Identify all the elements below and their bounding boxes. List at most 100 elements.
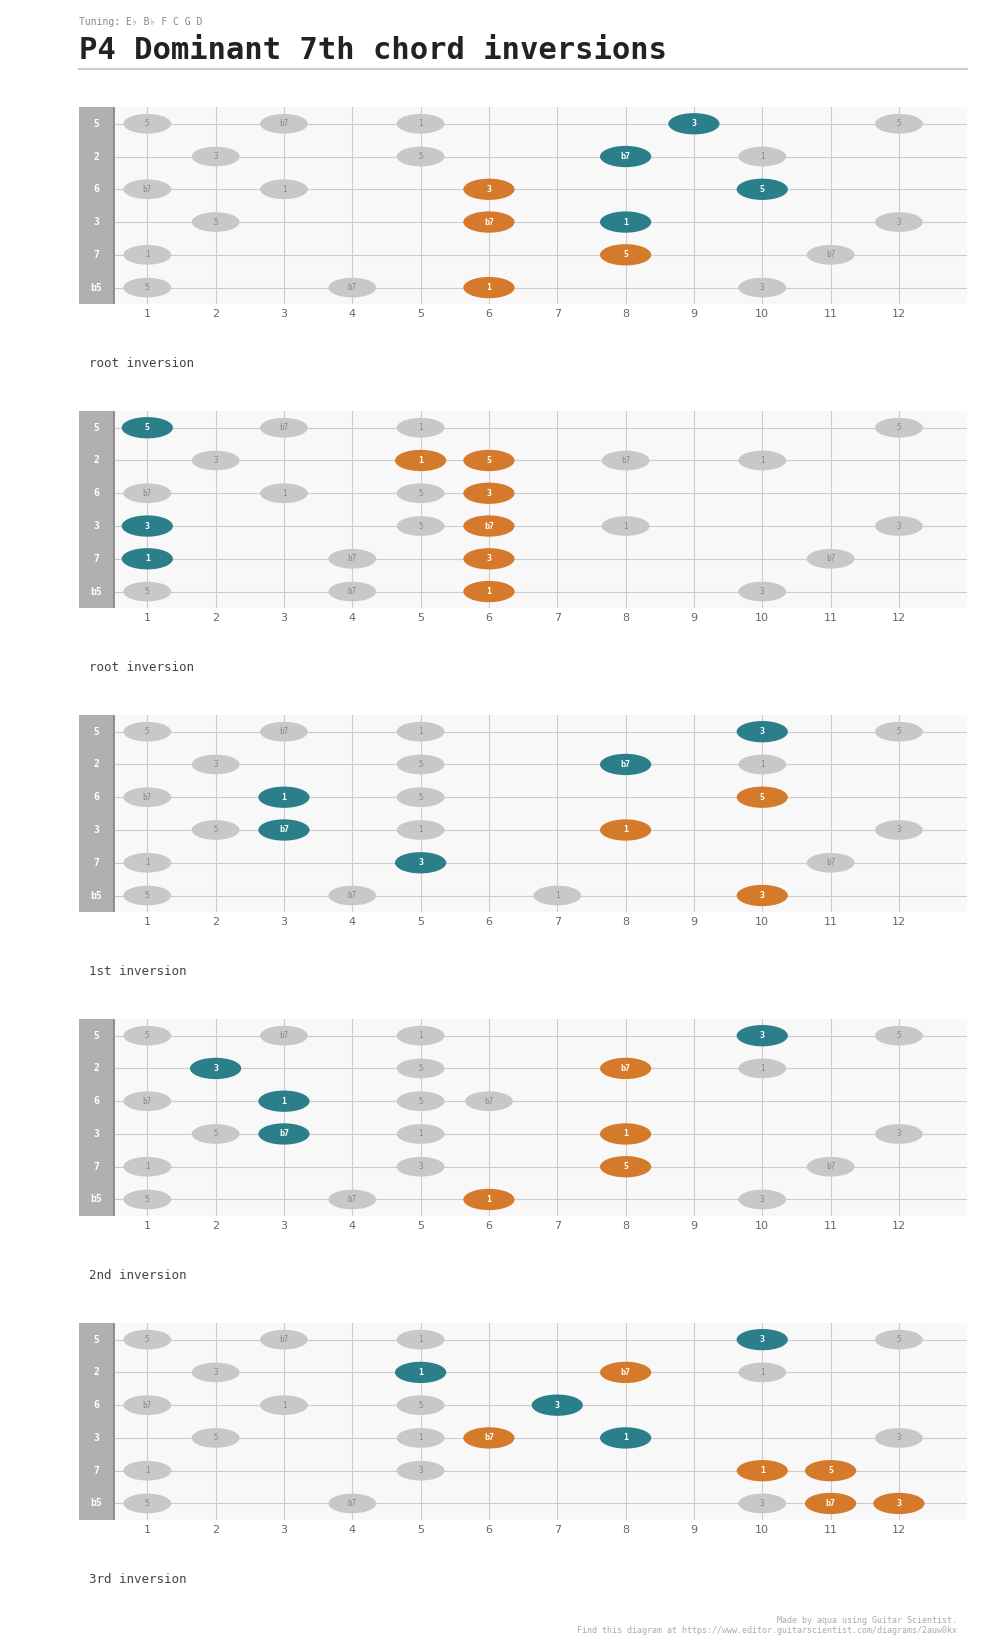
- Text: 1: 1: [281, 489, 286, 497]
- Text: 5: 5: [93, 727, 99, 737]
- Ellipse shape: [601, 515, 649, 535]
- Text: 3: 3: [895, 1498, 900, 1508]
- Ellipse shape: [258, 819, 310, 841]
- Text: b7: b7: [825, 1163, 834, 1171]
- Text: b7: b7: [347, 890, 357, 900]
- Text: b7: b7: [620, 456, 630, 464]
- Ellipse shape: [191, 819, 240, 839]
- Ellipse shape: [258, 786, 310, 808]
- Ellipse shape: [259, 1026, 308, 1046]
- Text: 3: 3: [895, 218, 900, 226]
- Text: 5: 5: [145, 1194, 150, 1204]
- Text: 5: 5: [759, 793, 764, 801]
- Text: 1: 1: [418, 1434, 422, 1442]
- Ellipse shape: [875, 515, 922, 535]
- Text: 3: 3: [93, 1432, 99, 1442]
- Ellipse shape: [396, 484, 444, 504]
- Ellipse shape: [736, 1024, 787, 1046]
- Ellipse shape: [806, 852, 854, 872]
- Text: 2nd inversion: 2nd inversion: [89, 1269, 186, 1282]
- Text: 3: 3: [895, 1130, 900, 1138]
- Ellipse shape: [123, 114, 171, 134]
- Ellipse shape: [396, 1156, 444, 1176]
- Ellipse shape: [599, 145, 651, 167]
- Text: b7: b7: [825, 251, 834, 259]
- Text: b7: b7: [279, 1335, 288, 1345]
- Ellipse shape: [328, 278, 376, 297]
- Text: 3: 3: [93, 1128, 99, 1138]
- Text: 5: 5: [895, 119, 900, 129]
- Ellipse shape: [191, 1123, 240, 1143]
- Ellipse shape: [191, 147, 240, 167]
- Ellipse shape: [599, 244, 651, 266]
- Ellipse shape: [394, 1361, 446, 1383]
- Text: 3: 3: [418, 1163, 422, 1171]
- Text: b7: b7: [143, 185, 152, 193]
- Text: 5: 5: [145, 1335, 150, 1345]
- Ellipse shape: [599, 1156, 651, 1178]
- Text: b7: b7: [143, 489, 152, 497]
- Text: b7: b7: [347, 1194, 357, 1204]
- Text: Tuning: E♭ B♭ F C G D: Tuning: E♭ B♭ F C G D: [79, 17, 202, 26]
- Text: b7: b7: [279, 1130, 289, 1138]
- Text: 3: 3: [895, 522, 900, 530]
- Ellipse shape: [121, 515, 173, 537]
- Text: b5: b5: [90, 890, 102, 900]
- Ellipse shape: [736, 178, 787, 200]
- Text: 5: 5: [145, 1031, 150, 1041]
- Ellipse shape: [121, 548, 173, 570]
- Ellipse shape: [191, 211, 240, 231]
- Text: root inversion: root inversion: [89, 357, 193, 370]
- Text: 7: 7: [93, 553, 99, 563]
- Text: 2: 2: [93, 1368, 99, 1378]
- Ellipse shape: [328, 885, 376, 905]
- Ellipse shape: [875, 418, 922, 438]
- Text: 5: 5: [145, 727, 150, 737]
- Text: 3: 3: [213, 456, 218, 464]
- Ellipse shape: [328, 548, 376, 568]
- Text: 1: 1: [622, 826, 627, 834]
- Text: 3: 3: [759, 586, 764, 596]
- Text: 7: 7: [93, 1161, 99, 1171]
- Ellipse shape: [464, 1092, 513, 1112]
- Ellipse shape: [462, 1427, 514, 1449]
- Text: 5: 5: [827, 1467, 832, 1475]
- Ellipse shape: [396, 1427, 444, 1447]
- Ellipse shape: [396, 1092, 444, 1112]
- Text: 5: 5: [486, 456, 491, 464]
- Ellipse shape: [738, 451, 786, 471]
- Text: 5: 5: [93, 1031, 99, 1041]
- Ellipse shape: [736, 1460, 787, 1482]
- Text: 5: 5: [418, 152, 422, 160]
- FancyBboxPatch shape: [79, 107, 113, 304]
- Text: b7: b7: [347, 282, 357, 292]
- Ellipse shape: [123, 1026, 171, 1046]
- Text: 7: 7: [93, 857, 99, 867]
- Text: 5: 5: [418, 489, 422, 497]
- Ellipse shape: [123, 1330, 171, 1350]
- Text: 3: 3: [93, 824, 99, 834]
- Ellipse shape: [875, 1123, 922, 1143]
- Text: 1: 1: [623, 522, 627, 530]
- Ellipse shape: [736, 885, 787, 907]
- Ellipse shape: [259, 722, 308, 742]
- Text: 1: 1: [145, 1467, 150, 1475]
- Text: 5: 5: [145, 119, 150, 129]
- Text: 1: 1: [622, 1434, 627, 1442]
- Text: 3: 3: [486, 489, 491, 497]
- Text: b7: b7: [279, 1031, 288, 1041]
- Text: 5: 5: [418, 1097, 422, 1105]
- Text: 1: 1: [759, 456, 764, 464]
- Text: 1: 1: [759, 1467, 764, 1475]
- Ellipse shape: [123, 1156, 171, 1176]
- Ellipse shape: [396, 1059, 444, 1079]
- Text: 1: 1: [281, 1097, 286, 1105]
- Text: b7: b7: [620, 1368, 630, 1376]
- Text: 5: 5: [145, 890, 150, 900]
- Ellipse shape: [875, 1330, 922, 1350]
- Ellipse shape: [396, 147, 444, 167]
- Text: 3: 3: [418, 1467, 422, 1475]
- Ellipse shape: [123, 1189, 171, 1209]
- Text: 3rd inversion: 3rd inversion: [89, 1573, 186, 1586]
- Text: b7: b7: [483, 522, 493, 530]
